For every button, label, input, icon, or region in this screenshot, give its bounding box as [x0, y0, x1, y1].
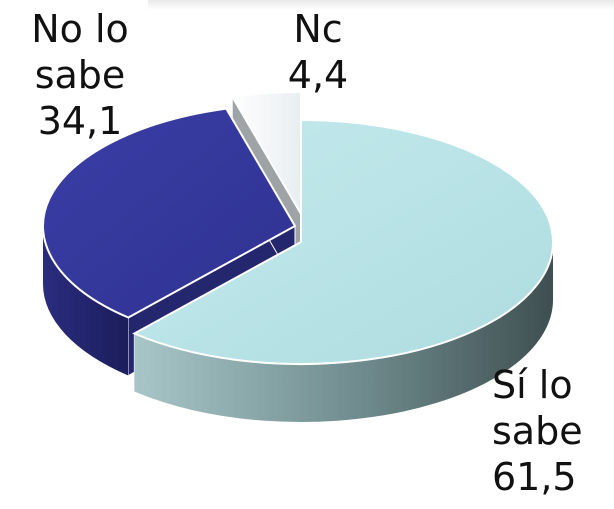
slice-nc: [230, 90, 302, 218]
slice-no-lo-sabe-side-0: [43, 226, 129, 376]
label-nc: Nc 4,4: [287, 7, 349, 97]
top-border-strip: [148, 0, 614, 10]
slice-si-lo-sabe: [132, 118, 554, 365]
slice-no-lo-sabe: [42, 107, 297, 319]
label-si-lo-sabe: Sí lo sabe 61,5: [492, 363, 583, 499]
label-no-lo-sabe: No lo sabe 34,1: [31, 7, 129, 143]
slice-si-lo-sabe-side-0: [134, 242, 553, 422]
